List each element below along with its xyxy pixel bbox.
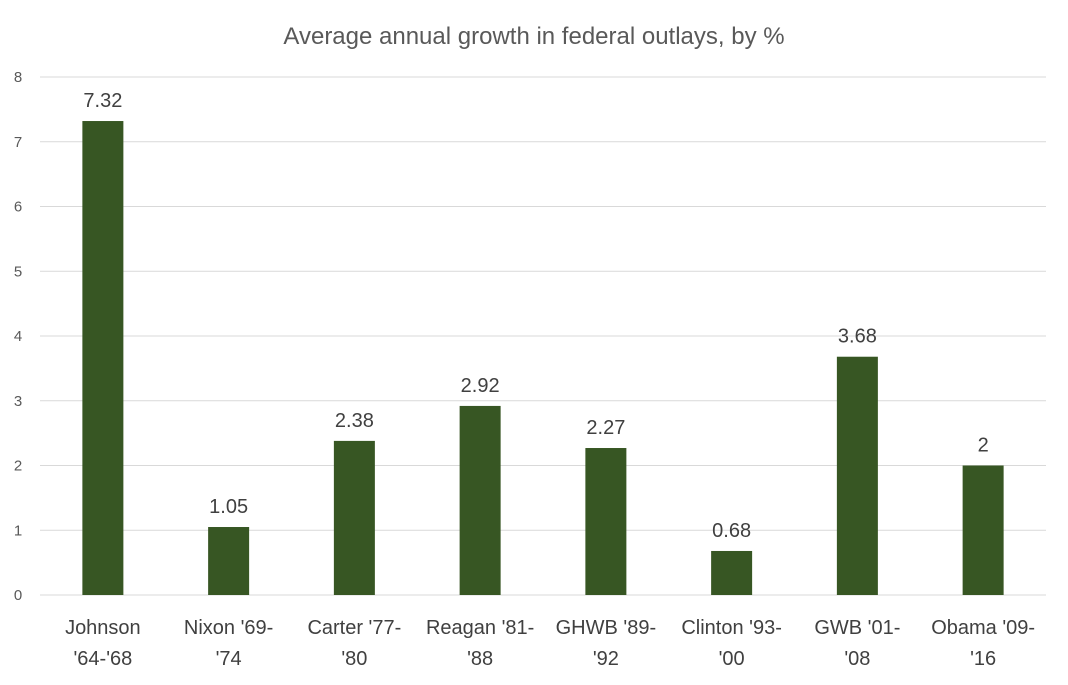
x-tick-label: Clinton '93- [681,617,782,639]
y-tick-label: 0 [14,587,22,604]
data-label: 2.38 [335,410,374,432]
y-tick-label: 4 [14,328,22,345]
y-tick-label: 6 [14,199,22,216]
bar [208,527,250,595]
y-tick-label: 3 [14,393,22,410]
x-tick-label: '00 [719,648,745,670]
data-label: 2 [978,435,989,457]
y-axis-ticks: 0 1 2 3 4 5 6 7 8 [14,69,22,604]
x-tick-label: '92 [593,648,619,670]
x-tick-label: GWB '01- [814,617,900,639]
x-tick-label: Carter '77- [307,617,401,639]
chart-title: Average annual growth in federal outlays… [283,23,784,50]
bar [962,465,1004,595]
x-axis-ticks: Johnson '64-'68 Nixon '69- '74 Carter '77- '8… [65,617,1035,670]
data-label: 2.27 [586,417,625,439]
x-tick-label: '16 [970,648,996,670]
bars [82,121,1004,595]
bar [333,440,375,595]
x-tick-label: GHWB '89- [556,617,657,639]
y-tick-label: 5 [14,263,22,280]
data-labels: 7.32 1.05 2.38 2.92 2.27 0.68 3.68 2 [83,90,988,542]
data-label: 1.05 [209,496,248,518]
x-tick-label: Reagan '81- [426,617,534,639]
x-tick-label: Obama '09- [931,617,1035,639]
x-tick-label: Nixon '69- [184,617,273,639]
x-tick-label: '80 [341,648,367,670]
x-tick-label: '08 [844,648,870,670]
bar [459,405,501,595]
y-tick-label: 8 [14,69,22,86]
x-tick-label: '74 [216,648,242,670]
data-label: 3.68 [838,326,877,348]
data-label: 7.32 [83,90,122,112]
data-label: 2.92 [461,375,500,397]
y-tick-label: 7 [14,134,22,151]
x-tick-label: Johnson [65,617,141,639]
bar [82,121,124,595]
y-tick-label: 2 [14,458,22,475]
y-tick-label: 1 [14,522,22,539]
x-tick-label: '88 [467,648,493,670]
bar [711,550,753,595]
gridlines [40,76,1046,596]
bar [585,448,627,595]
x-tick-label: '64-'68 [73,648,132,670]
data-label: 0.68 [712,520,751,542]
bar [836,356,878,595]
